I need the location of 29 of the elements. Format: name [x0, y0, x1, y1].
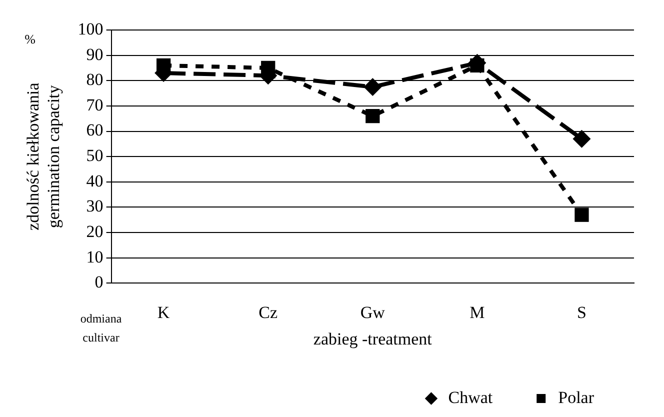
x-tick-label: Cz [258, 302, 278, 322]
point [572, 130, 591, 148]
point [156, 58, 171, 73]
x-tick-label: K [157, 302, 170, 322]
legend-label: Polar [558, 388, 594, 407]
point [470, 58, 484, 73]
y-tick-label: 50 [86, 146, 104, 166]
x-tick-label: M [470, 302, 485, 322]
point [364, 78, 382, 96]
y-tick-label: 40 [86, 171, 104, 190]
x-tick-label: Gw [360, 302, 386, 322]
y-tick-label: 90 [86, 44, 104, 64]
x-tick-label: S [576, 302, 586, 322]
y-tick-label: 30 [86, 196, 104, 216]
point [574, 208, 589, 222]
point [261, 60, 276, 76]
y-axis-title: zdolność kiełkowania germination capacity [24, 82, 64, 230]
y-tick-label: 10 [86, 247, 104, 266]
y-tick-label: 70 [86, 95, 104, 114]
y-tick-label: 0 [94, 272, 104, 292]
legend-label: Chwat [448, 388, 493, 407]
x-axis-title: zabieg -treatment [313, 329, 432, 348]
y-tick-label: 80 [86, 70, 104, 90]
y-tick-label: 100 [78, 19, 104, 38]
text: % [24, 31, 36, 46]
point [366, 109, 380, 124]
y-tick-label: 20 [86, 222, 104, 242]
text: odmiana cultivar [80, 311, 122, 344]
y-tick-label: 60 [86, 120, 104, 140]
